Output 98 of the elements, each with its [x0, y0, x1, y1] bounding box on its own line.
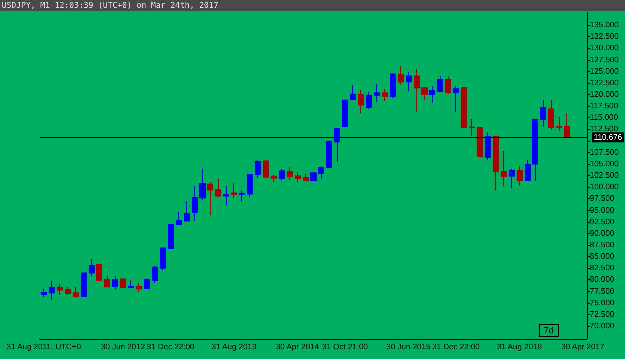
candlestick [49, 280, 55, 300]
candlestick [168, 223, 174, 250]
candlestick [461, 86, 467, 129]
candlestick [374, 84, 380, 102]
candlestick [207, 182, 213, 216]
candlestick [144, 278, 150, 290]
y-tick-label: 125.000 [590, 66, 620, 76]
candlestick [89, 258, 95, 278]
y-tick-label: 90.000 [590, 228, 616, 238]
x-tick-label: 30 Apr 2014 [276, 342, 320, 352]
ref-line-label: 110.676 [594, 133, 623, 142]
candlestick [239, 190, 245, 203]
y-tick-label: 70.000 [590, 322, 616, 331]
y-tick-label: 117.500 [590, 102, 619, 111]
candlestick [152, 266, 158, 284]
y-tick-label: 120.000 [590, 90, 620, 99]
candlestick [390, 73, 396, 100]
x-tick-label: 31 Oct 21:00 [322, 342, 369, 352]
candlestick [279, 168, 285, 182]
candlestick [160, 248, 166, 272]
x-tick-label: 30 Jun 2012 [101, 342, 146, 352]
y-tick-label: 132.500 [590, 32, 620, 42]
y-tick-label: 75.000 [590, 298, 616, 308]
candlestick [453, 86, 459, 114]
candlestick [120, 278, 126, 289]
candlestick [65, 286, 71, 296]
candlestick [96, 264, 102, 282]
x-tick-label: 31 Aug 2013 [212, 342, 258, 352]
candlestick [350, 84, 356, 101]
y-tick-label: 85.000 [590, 252, 616, 262]
y-tick-label: 107.500 [590, 148, 620, 157]
candlestick [41, 288, 47, 298]
candlestick [406, 72, 412, 92]
x-tick-label: 31 Aug 2016 [497, 342, 543, 352]
candlestick [223, 186, 229, 206]
candlestick [263, 160, 269, 178]
y-tick-label: 95.000 [590, 206, 616, 215]
candlestick [445, 76, 451, 95]
y-tick-label: 102.500 [590, 171, 620, 180]
candlestick [184, 200, 190, 222]
y-tick-label: 82.500 [590, 264, 616, 273]
candlestick [176, 212, 182, 226]
candlestick [215, 178, 221, 198]
candlestick [485, 132, 491, 162]
candlestick [398, 66, 404, 86]
candlestick [477, 127, 483, 158]
candlestick [564, 113, 570, 138]
candlestick [81, 272, 87, 298]
candlestick [73, 286, 79, 298]
x-tick-label: 31 Aug 2011, UTC+0 [6, 342, 82, 352]
candlestick [366, 91, 372, 110]
y-tick-label: 127.500 [590, 55, 620, 64]
candlestick [255, 160, 261, 179]
candlestick [517, 166, 523, 186]
candlestick [556, 116, 562, 132]
candlestick [271, 174, 277, 184]
y-tick-label: 100.000 [590, 182, 620, 192]
candlestick [334, 128, 340, 163]
candlestick [326, 140, 332, 168]
candlestick [136, 282, 142, 293]
y-tick-label: 122.500 [590, 78, 620, 88]
y-tick-label: 77.500 [590, 286, 616, 296]
candlestick [437, 76, 443, 93]
candlestick [287, 166, 293, 181]
y-tick-label: 80.000 [590, 275, 616, 284]
annotation: 7d [544, 326, 554, 336]
candlestick [509, 169, 515, 189]
candlestick [493, 136, 499, 192]
candlestick [57, 283, 63, 296]
candlestick [342, 99, 348, 128]
x-tick-label: 30 Jun 2015 [386, 342, 432, 352]
candlestick [358, 90, 364, 114]
x-tick-label: 30 Apr 2017 [561, 342, 606, 352]
candlestick [112, 275, 118, 290]
candlestick [429, 86, 435, 104]
candlestick [231, 182, 237, 200]
chart-title: USDJPY, M1 12:03:39 (UTC+0) on Mar 24th, 2017 [1, 0, 220, 11]
candlestick [469, 118, 475, 138]
candlestick [501, 150, 507, 187]
candlestick [104, 275, 110, 288]
candlestick [540, 100, 546, 128]
y-tick-label: 97.500 [590, 194, 616, 204]
candlestick [303, 172, 309, 182]
y-tick-label: 72.500 [590, 310, 616, 319]
candlestick [128, 280, 134, 289]
x-tick-label: 31 Dec 22:00 [432, 342, 481, 352]
candlestick [247, 174, 253, 198]
y-tick-label: 105.000 [590, 159, 620, 168]
candlestick [548, 100, 554, 130]
y-tick-label: 115.000 [590, 113, 619, 122]
y-tick-label: 130.000 [590, 44, 620, 53]
y-tick-label: 112.500 [590, 124, 619, 134]
y-tick-label: 135.000 [590, 20, 620, 30]
x-tick-label: 31 Dec 22:00 [147, 342, 196, 352]
y-tick-label: 92.500 [590, 217, 616, 226]
candlestick [382, 88, 388, 102]
y-tick-label: 87.500 [590, 240, 616, 250]
candlestick [295, 172, 301, 184]
